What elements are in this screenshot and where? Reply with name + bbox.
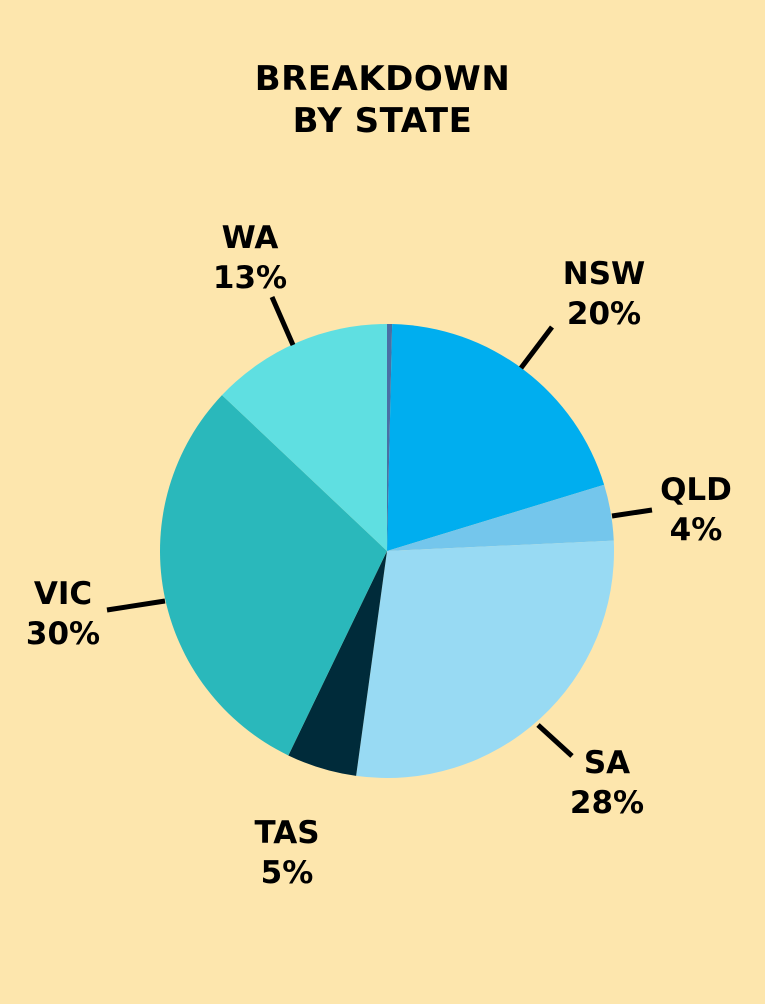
chart-title-line-2: BY STATE	[292, 101, 473, 141]
slice-percent-wa: 13%	[213, 260, 287, 296]
pie-slice-vic	[159, 395, 387, 756]
pie-slice-wa	[221, 324, 387, 551]
slice-percent-nsw: 20%	[567, 296, 641, 332]
slice-percent-tas: 5%	[261, 855, 314, 891]
pie-slice-unlabeled	[387, 324, 393, 551]
pie-slice-sa	[356, 540, 615, 778]
leader-line-wa	[269, 295, 296, 347]
leader-line-vic	[106, 598, 166, 613]
slice-label-tas: TAS	[254, 815, 319, 851]
slice-percent-qld: 4%	[670, 512, 723, 548]
slice-label-nsw: NSW	[563, 256, 645, 292]
slice-label-wa: WA	[222, 220, 279, 256]
pie-slice-tas	[288, 551, 387, 776]
chart-title: BREAKDOWN BY STATE	[0, 58, 765, 142]
leader-line-qld	[611, 507, 653, 519]
chart-title-line-1: BREAKDOWN	[254, 59, 511, 99]
slice-label-qld: QLD	[660, 472, 732, 508]
slice-percent-vic: 30%	[26, 616, 100, 652]
pie-slice-nsw	[387, 324, 605, 551]
pie-slice-qld	[387, 484, 614, 551]
leader-line-sa	[536, 723, 574, 758]
slice-label-vic: VIC	[34, 576, 92, 612]
slice-percent-sa: 28%	[570, 785, 644, 821]
slice-label-sa: SA	[584, 745, 630, 781]
leader-line-nsw	[519, 325, 554, 370]
